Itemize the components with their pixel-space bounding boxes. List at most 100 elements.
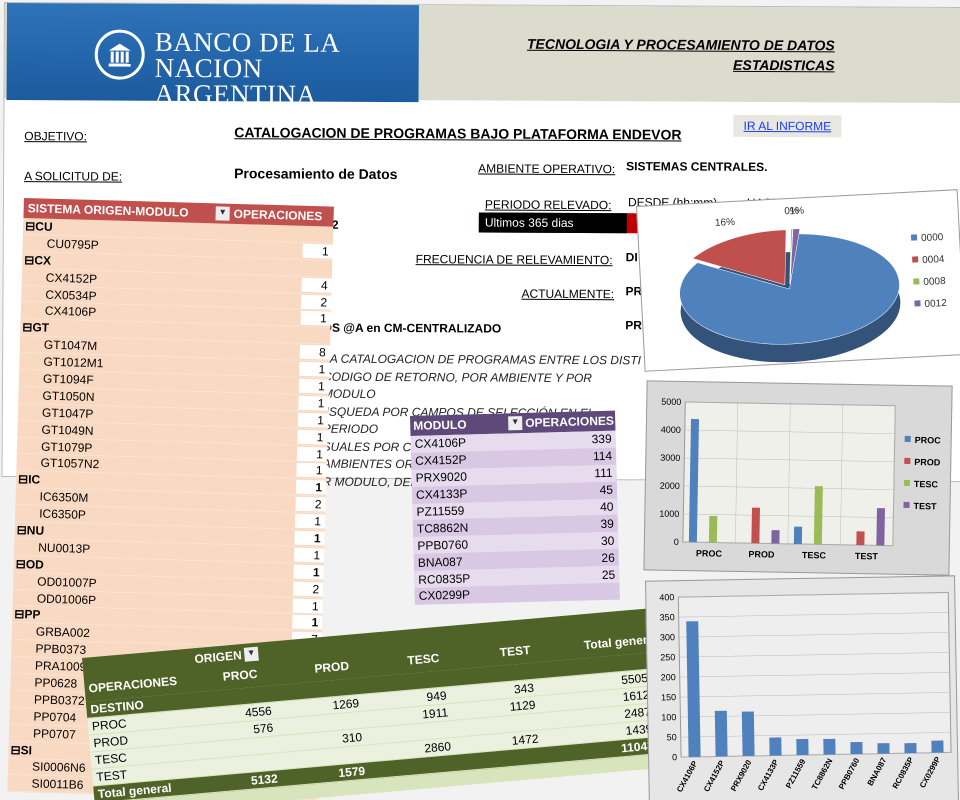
pivot2-row-value: 111	[594, 465, 613, 481]
bar1-xtick: PROD	[748, 549, 775, 559]
pivot2-row-value: 45	[599, 482, 614, 498]
bar1-ytick: 5000	[661, 397, 681, 407]
bar1-bar-PROD-TEST	[856, 531, 865, 546]
pivot3-origen-label: ORIGEN	[193, 648, 243, 667]
bar2-gridline	[678, 612, 949, 618]
pivot3-column-header: TESC	[406, 650, 440, 668]
go-to-report-link[interactable]: IR AL INFORME	[733, 114, 842, 138]
bar1-xtick: TESC	[802, 550, 827, 560]
solicitud-value: Procesamiento de Datos	[234, 165, 398, 183]
pivot2-row-value	[570, 591, 620, 592]
pie-label-0008: 0%	[784, 206, 799, 218]
pivot1-row-value: 1	[293, 547, 325, 563]
bar1-vgrid	[892, 405, 896, 546]
pivot1-row-value: 1	[293, 564, 324, 580]
bar1-gridline	[685, 401, 896, 406]
pivot1-row-value: 1	[297, 412, 329, 428]
filter-dropdown-icon[interactable]: ▾	[215, 206, 230, 221]
pivot1-row-value: 1	[292, 598, 323, 614]
pivot1-row-value: 2	[293, 581, 324, 597]
bar2-bar-CX4106P	[686, 621, 701, 757]
bar1-bar-PROC-TESC	[793, 526, 803, 545]
bar1-legend-swatch	[904, 457, 911, 464]
pivot2-row-value: 40	[599, 499, 614, 515]
pivot1-row-value: 1	[295, 480, 327, 495]
pivot1-row-value: 4	[301, 277, 332, 293]
pivot2-row-value: 39	[600, 516, 615, 531]
department-title: TECNOLOGIA Y PROCESAMIENTO DE DATOS ESTA…	[505, 34, 835, 76]
frecuencia-value: DI	[625, 250, 638, 265]
bar2-ytick: 300	[660, 632, 675, 642]
bar2-xtick: BNA087	[866, 756, 889, 788]
pie-slice-0000	[679, 233, 900, 345]
bar1-ytick: 4000	[661, 425, 681, 435]
bar2-ytick: 400	[659, 592, 674, 602]
bar1-gridline	[682, 541, 893, 546]
actualmente-label: ACTUALMENTE:	[521, 286, 615, 302]
pie-label-0012: 1%	[789, 205, 804, 217]
bar1-bar-TESC-TESC	[813, 486, 823, 545]
pivot3-cell	[460, 755, 547, 763]
description-line: CODIGO DE RETORNO, POR AMBIENTE Y POR MO…	[322, 369, 593, 401]
bar2-ytick: 350	[660, 612, 675, 622]
bar1-bar-PROC-PROC	[688, 418, 700, 543]
bar1-legend-swatch	[903, 501, 910, 508]
pie-slice-0012	[789, 228, 801, 285]
pivot3-cell	[373, 762, 460, 770]
bar1-legend-label: TEST	[913, 501, 937, 511]
bar1-legend-label: TESC	[914, 479, 939, 489]
pivot2-rows: CX4106P 339 CX4152P 114 PRX9020 111 CX4133P 45 P…	[410, 430, 620, 605]
pivot2-row-value: 25	[601, 567, 616, 582]
bar1-vgrid	[787, 403, 791, 544]
periodo-label: PERIODO RELEVADO:	[484, 197, 612, 213]
pivot1-row-value: 1	[296, 446, 328, 462]
bar2-bar-CX4152P	[714, 710, 728, 757]
bar1-ytick: 1000	[659, 509, 679, 519]
bar2-gridline	[679, 672, 950, 678]
pie-legend-label: 0012	[924, 298, 947, 310]
period-value: Ultimos 365 dias	[478, 212, 627, 234]
bar2-ytick: 250	[660, 652, 675, 662]
bar2-gridline	[678, 592, 949, 598]
pivot1-row-value: 1	[294, 530, 325, 546]
pivot1-row-value: 1	[298, 395, 329, 411]
bar2-bar-PZ11559	[796, 738, 809, 756]
pivot1-row-value: 1	[300, 311, 331, 326]
bar2-bar-PRX9020	[741, 711, 755, 757]
bank-name: BANCO DE LA NACION ARGENTINA	[154, 27, 418, 110]
pivot3-cell	[281, 719, 368, 727]
count-two: 2	[331, 217, 346, 232]
pivot2-row-value: 26	[601, 550, 615, 565]
pivot1-row-value: 1	[294, 513, 326, 529]
pivot-modulo-operaciones: MODULO ▾ OPERACIONES CX4106P 339 CX4152P 11…	[410, 410, 620, 605]
pivot2-row-name: CX0299P	[418, 587, 471, 604]
bar2-ytick: 50	[667, 732, 677, 742]
bar1-ytick: 0	[674, 537, 679, 547]
pie-legend-swatch	[913, 278, 920, 285]
bar2-xtick: CX4106P	[675, 759, 700, 794]
pie-label-0004: 16%	[715, 217, 736, 229]
pivot3-corner-operaciones: OPERACIONES	[88, 673, 178, 696]
department-line2: ESTADISTICAS	[732, 56, 835, 74]
environment-bar-chart: 0 1000 2000 3000 4000 5000 PROC PROD TESC TEST PRO…	[643, 380, 953, 576]
bar-chart-environments-svg: 0 1000 2000 3000 4000 5000 PROC PROD TESC TEST PRO…	[659, 397, 941, 562]
objetivo-label: OBJETIVO:	[24, 129, 88, 144]
bar2-bar-RC0835P	[904, 743, 917, 754]
actualmente-value-2: PR	[625, 318, 643, 333]
pie-legend-label: 0008	[923, 276, 946, 288]
department-line1: TECNOLOGIA Y PROCESAMIENTO DE DATOS	[526, 35, 835, 54]
bar2-xtick: CX4152P	[702, 758, 727, 793]
filter-dropdown-icon[interactable]: ▾	[243, 646, 259, 662]
description-line: LA CATALOGACION DE PROGRAMAS ENTRE LOS D…	[323, 351, 642, 368]
bar1-bar-TESC-PROC	[708, 515, 718, 543]
pie-legend-label: 0000	[921, 232, 944, 244]
pie-legend-swatch	[914, 300, 921, 307]
ambiente-value: SISTEMAS CENTRALES.	[626, 159, 768, 174]
report-header: BANCO DE LA NACION ARGENTINA TECNOLOGIA …	[4, 3, 960, 110]
bar1-xtick: PROC	[696, 548, 723, 558]
bar1-bar-TEST-TEST	[876, 508, 885, 546]
bar1-vgrid	[840, 404, 844, 545]
ds-text: DS @A en CM-CENTRALIZADO	[323, 320, 502, 336]
bar1-ytick: 2000	[660, 481, 680, 491]
filter-dropdown-icon[interactable]: ▾	[508, 416, 523, 431]
